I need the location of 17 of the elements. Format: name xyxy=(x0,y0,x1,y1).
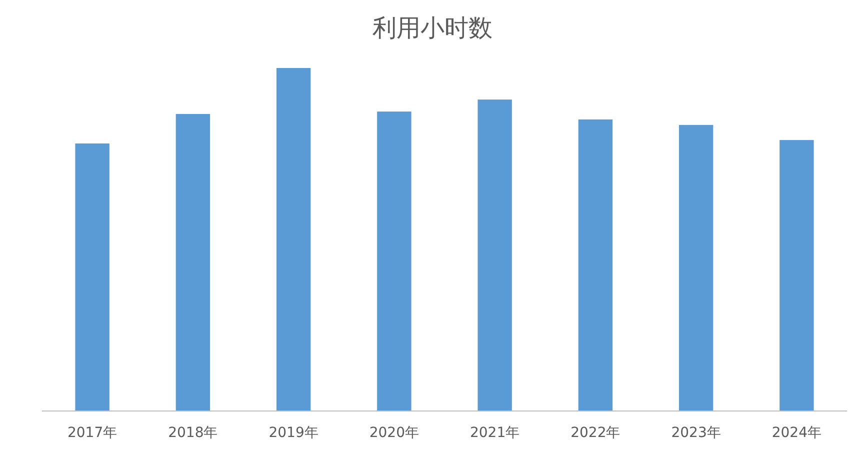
x-tick-label: 2024年 xyxy=(772,425,822,441)
x-tick-label: 2018年 xyxy=(168,425,218,441)
x-tick-label: 2019年 xyxy=(268,425,318,441)
bar xyxy=(780,140,814,411)
bar xyxy=(478,100,512,411)
bar xyxy=(176,114,210,411)
chart-title: 利用小时数 xyxy=(372,14,492,42)
x-tick-label: 2017年 xyxy=(67,425,118,441)
bar xyxy=(377,112,412,411)
x-tick-label: 2022年 xyxy=(570,425,620,441)
bar xyxy=(75,143,110,411)
bar xyxy=(678,124,714,411)
x-tick-label: 2023年 xyxy=(671,425,721,441)
x-tick-label: 2020年 xyxy=(369,425,420,441)
x-tick-label: 2021年 xyxy=(470,425,520,441)
bar xyxy=(276,68,311,411)
bar xyxy=(578,119,613,411)
